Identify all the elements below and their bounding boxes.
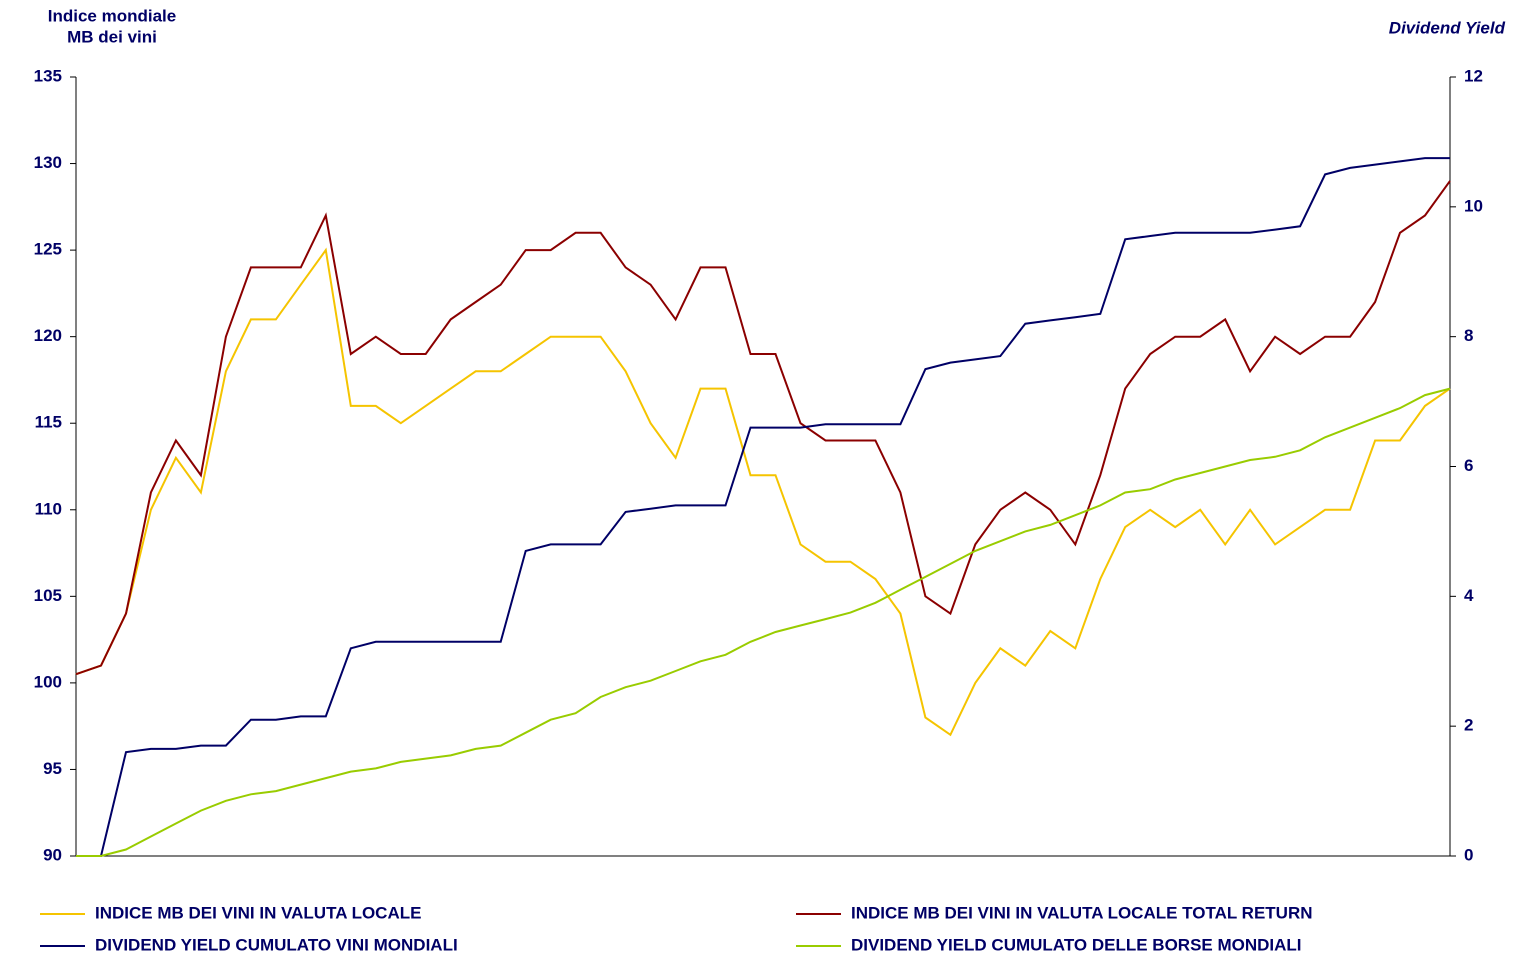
y-tick-label: 125 <box>34 240 62 259</box>
y2-tick-label: 2 <box>1464 716 1473 735</box>
y2-tick-label: 6 <box>1464 456 1473 475</box>
y-axis-title: Indice mondiale <box>48 6 176 25</box>
legend-label: INDICE MB DEI VINI IN VALUTA LOCALE TOTA… <box>851 903 1313 922</box>
y-tick-label: 100 <box>34 672 62 691</box>
legend-label: DIVIDEND YIELD CUMULATO VINI MONDIALI <box>95 935 458 954</box>
series-line <box>75 180 1451 676</box>
y-tick-label: 130 <box>34 153 62 172</box>
y-tick-label: 110 <box>35 499 62 518</box>
y2-tick-label: 12 <box>1464 66 1483 85</box>
y-tick-label: 115 <box>35 413 62 432</box>
y-tick-label: 105 <box>34 586 62 605</box>
legend-label: INDICE MB DEI VINI IN VALUTA LOCALE <box>95 903 421 922</box>
series-line <box>76 157 1450 857</box>
y-tick-label: 90 <box>43 845 62 864</box>
series-line <box>75 247 1451 737</box>
series-line <box>76 387 1451 857</box>
y2-axis-title: Dividend Yield <box>1389 18 1506 37</box>
y2-tick-label: 0 <box>1464 845 1473 864</box>
legend-label: DIVIDEND YIELD CUMULATO DELLE BORSE MOND… <box>851 935 1302 954</box>
y2-tick-label: 8 <box>1464 326 1473 345</box>
y2-tick-label: 10 <box>1464 196 1483 215</box>
y-tick-label: 135 <box>34 66 62 85</box>
y-tick-label: 120 <box>34 326 62 345</box>
y-axis-title: MB dei vini <box>67 27 157 46</box>
y-tick-label: 95 <box>43 759 62 778</box>
y2-tick-label: 4 <box>1464 586 1474 605</box>
